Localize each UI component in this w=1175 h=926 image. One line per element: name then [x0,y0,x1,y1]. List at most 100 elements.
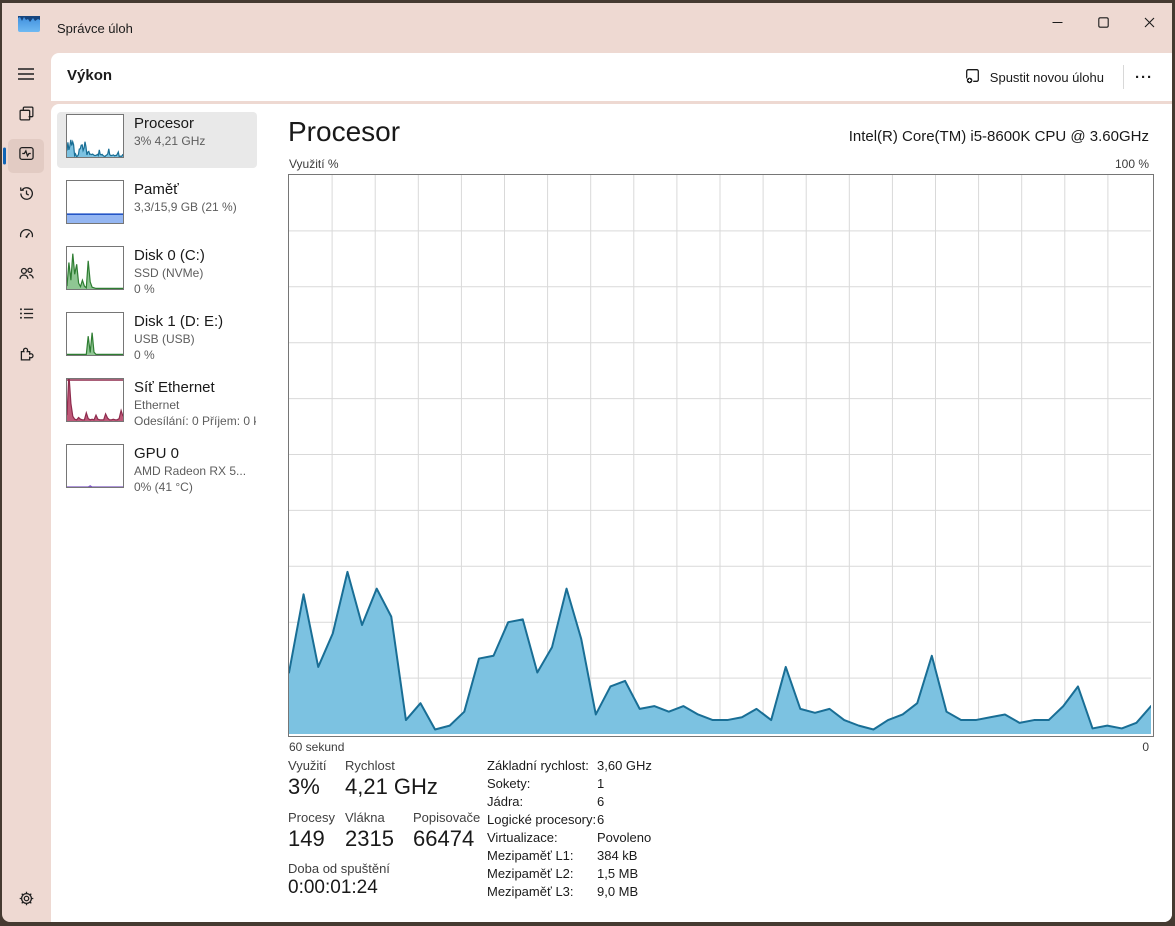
performance-page: Procesor 3% 4,21 GHz Paměť 3,3/15,9 GB (21 … [51,104,1172,922]
cpu-stats-block: Využití 3% Rychlost 4,21 GHz Procesy 149 Vlákn… [288,755,488,915]
perf-item-title: Síť Ethernet [134,379,215,396]
settings-button[interactable] [8,884,44,918]
history-icon [18,185,35,207]
detail-value: 3,60 GHz [597,758,652,773]
sidebar-item-processes[interactable] [8,99,44,133]
perf-item-title: Paměť [134,181,179,198]
sidebar-item-performance[interactable] [3,139,44,173]
detail-value: 6 [597,812,605,827]
cpu-model-name: Intel(R) Core(TM) i5-8600K CPU @ 3.60GHz [848,128,1149,145]
detail-label: Základní rychlost: [487,758,589,773]
hamburger-icon [17,67,35,86]
detail-value: 384 kB [597,848,638,863]
detail-label: Mezipaměť L1: [487,848,574,863]
processes-icon [18,105,35,127]
axis-label-60s: 60 sekund [289,740,345,754]
detail-value: Povoleno [597,830,652,845]
disk0-sparkline [66,246,124,290]
sidebar-item-services[interactable] [8,339,44,373]
stat-label-1: Rychlost [345,758,395,773]
sidebar-item-users[interactable] [8,259,44,293]
sidebar-item-app-history[interactable] [8,179,44,213]
stat-value-0: 3% [288,774,320,799]
run-new-task-button[interactable]: Spustit novou úlohu [954,62,1114,92]
perf-item-title: Procesor [134,115,195,132]
perf-item-disk0[interactable]: Disk 0 (C:) SSD (NVMe) 0 % [57,244,257,306]
network-sparkline [66,373,124,422]
detail-label: Mezipaměť L3: [487,884,574,899]
perf-item-subtext: AMD Radeon RX 5... [134,464,247,478]
stat-value-sec-1: 2315 [345,826,394,851]
stat-value-1: 4,21 GHz [345,774,438,799]
perf-item-text: GPU 0 AMD Radeon RX 5... 0% (41 °C) [134,444,256,504]
cpu-sparkline [66,114,124,158]
perf-item-disk1[interactable]: Disk 1 (D: E:) USB (USB) 0 % [57,310,257,372]
window-title: Správce úloh [57,21,133,36]
detail-label: Logické procesory: [487,812,597,827]
gpu0-sparkline [66,444,124,488]
detail-label: Virtualizace: [487,830,558,845]
perf-item-text: Paměť 3,3/15,9 GB (21 %) [134,180,256,234]
perf-item-title: Disk 1 (D: E:) [134,313,224,330]
services-puzzle-icon [18,345,35,367]
task-manager-app-icon [18,16,40,37]
detail-label: Jádra: [487,794,524,809]
selected-accent-pill [3,147,6,165]
perf-item-subtext: 3,3/15,9 GB (21 %) [134,200,237,214]
detail-value: 1,5 MB [597,866,639,881]
stat-value-sec-2: 66474 [413,826,475,851]
close-button[interactable] [1126,3,1172,41]
perf-item-subtext: USB (USB) [134,332,195,346]
gauge-icon [18,225,35,247]
users-icon [18,265,35,287]
hamburger-menu-button[interactable] [8,59,44,93]
performance-icon [18,145,35,167]
run-new-task-label: Spustit novou úlohu [989,69,1104,85]
sidebar-item-details[interactable] [8,299,44,333]
stat-label-sec-0: Procesy [288,810,335,825]
task-manager-window: Správce úloh [2,3,1172,922]
disk1-sparkline [66,312,124,356]
detail-row-2: Jádra: 6 [487,793,652,811]
stat-label-sec-1: Vlákna [345,810,385,825]
uptime-value: 0:00:01:24 [288,877,378,898]
toolbar: Výkon Spustit novou úlohu ··· [51,53,1172,101]
detail-row-3: Logické procesory: 6 [487,811,652,829]
detail-row-0: Základní rychlost: 3,60 GHz [487,757,652,775]
perf-item-subtext: SSD (NVMe) [134,266,204,280]
cpu-usage-chart [288,174,1154,737]
sidebar-item-startup-apps[interactable] [8,219,44,253]
sidebar-nav [2,54,50,922]
perf-item-subtext: Ethernet [134,398,180,412]
perf-item-network[interactable]: Síť Ethernet Ethernet Odesílání: 0 Příjem:… [57,373,257,438]
detail-row-4: Virtualizace: Povoleno [487,829,652,847]
perf-item-memory[interactable]: Paměť 3,3/15,9 GB (21 %) [57,178,257,234]
stat-label-sec-2: Popisovače [413,810,481,825]
perf-item-subtext: 0 % [134,348,155,362]
perf-item-subtext: 0% (41 °C) [134,480,193,494]
perf-item-cpu[interactable]: Procesor 3% 4,21 GHz [57,112,257,168]
maximize-button[interactable] [1080,3,1126,41]
minimize-button[interactable] [1034,3,1080,41]
page-title: Výkon [67,67,113,84]
detail-value: 9,0 MB [597,884,639,899]
stat-label-0: Využití [288,758,327,773]
axis-label-usage: Využití % [289,157,339,171]
perf-item-title: Disk 0 (C:) [134,247,205,264]
perf-item-text: Disk 1 (D: E:) USB (USB) 0 % [134,312,256,372]
toolbar-divider [1123,65,1124,89]
performance-list: Procesor 3% 4,21 GHz Paměť 3,3/15,9 GB (21 … [57,112,269,508]
axis-label-0: 0 [1142,740,1149,754]
axis-label-100: 100 % [1114,157,1149,171]
more-options-button[interactable]: ··· [1135,68,1153,86]
details-list-icon [18,305,35,327]
window-controls [1034,3,1172,41]
perf-item-subtext: Odesílání: 0 Příjem: 0 kb [134,414,256,428]
titlebar: Správce úloh [2,3,1172,54]
resource-title: Procesor [288,116,401,147]
perf-item-gpu0[interactable]: GPU 0 AMD Radeon RX 5... 0% (41 °C) [57,442,257,504]
detail-value: 1 [597,776,605,791]
memory-sparkline [66,180,124,224]
perf-item-title: GPU 0 [134,445,180,462]
perf-item-text: Procesor 3% 4,21 GHz [134,114,256,168]
